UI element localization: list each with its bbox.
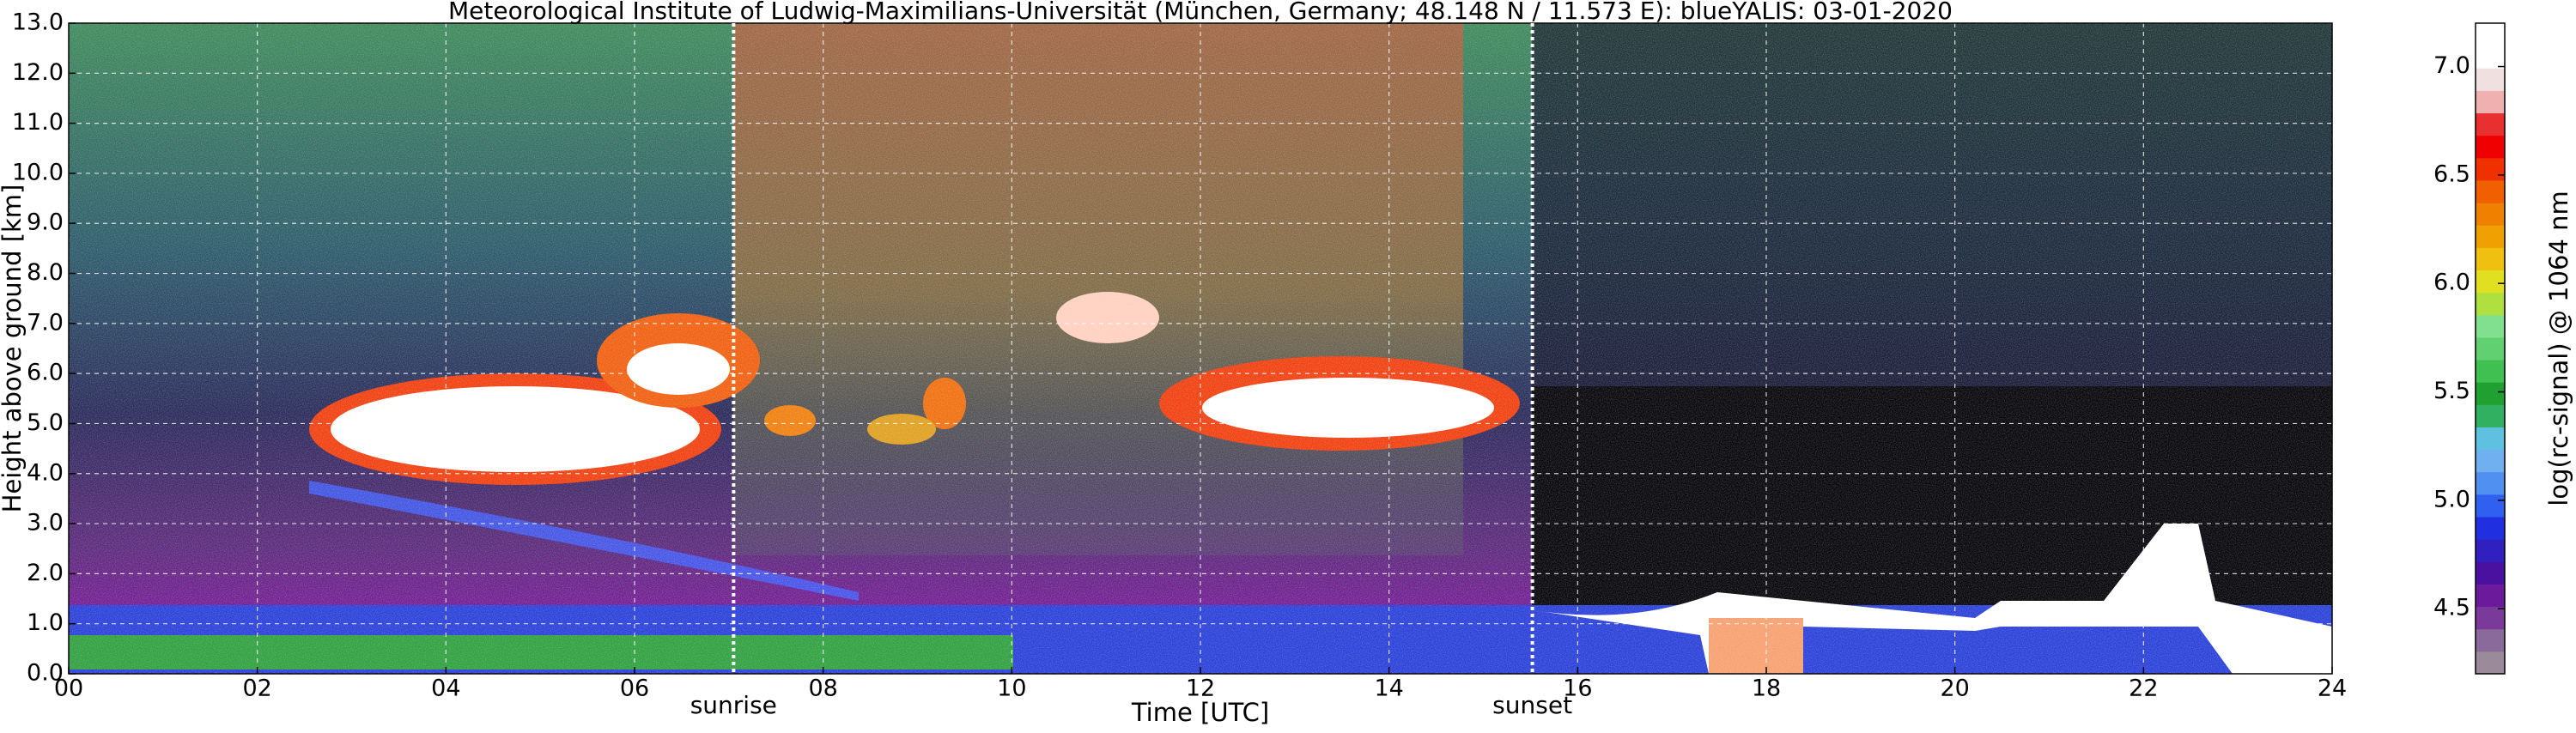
x-tick-label: 10 bbox=[997, 675, 1026, 702]
colorbar-segment bbox=[2476, 584, 2505, 608]
y-tick-label: 2.0 bbox=[27, 560, 64, 586]
y-tick-label: 10.0 bbox=[12, 159, 64, 185]
y-tick-label: 8.0 bbox=[27, 259, 64, 286]
colorbar-segment bbox=[2476, 471, 2505, 495]
y-tick-label: 11.0 bbox=[12, 109, 64, 136]
colorbar-tick-label: 4.5 bbox=[2433, 595, 2470, 621]
y-tick-label: 9.0 bbox=[27, 209, 64, 236]
colorbar-segment bbox=[2476, 494, 2505, 518]
colorbar-segment bbox=[2476, 360, 2505, 383]
colorbar-frame bbox=[2475, 22, 2506, 675]
colorbar-tick-label: 6.0 bbox=[2433, 270, 2470, 296]
x-tick-label: 04 bbox=[431, 675, 460, 702]
y-tick-label: 1.0 bbox=[27, 609, 64, 636]
x-tick-label: 14 bbox=[1374, 675, 1403, 702]
colorbar-segment bbox=[2476, 449, 2505, 473]
colorbar-segment bbox=[2476, 179, 2505, 203]
colorbar-segment bbox=[2476, 203, 2505, 226]
x-tick-label: 02 bbox=[242, 675, 271, 702]
colorbar-segment bbox=[2476, 68, 2505, 91]
y-tick-label: 6.0 bbox=[27, 360, 64, 386]
x-tick-label: 22 bbox=[2129, 675, 2158, 702]
y-tick-label: 3.0 bbox=[27, 510, 64, 536]
y-tick-label: 4.0 bbox=[27, 459, 64, 486]
x-tick-label: 00 bbox=[54, 675, 83, 702]
colorbar-tick-label: 6.5 bbox=[2433, 161, 2470, 187]
colorbar-segment bbox=[2476, 45, 2505, 69]
colorbar-segment bbox=[2476, 517, 2505, 540]
colorbar-tick-label: 5.5 bbox=[2433, 378, 2470, 404]
x-tick-label: 06 bbox=[620, 675, 649, 702]
colorbar-segment bbox=[2476, 382, 2505, 405]
y-tick-label: 5.0 bbox=[27, 409, 64, 436]
colorbar-label: log(rc-signal) @ 1064 nm bbox=[2544, 191, 2573, 506]
colorbar-segment bbox=[2476, 427, 2505, 451]
annotation-label: sunrise bbox=[690, 691, 777, 719]
x-tick-label: 20 bbox=[1940, 675, 1969, 702]
colorbar-segment bbox=[2476, 157, 2505, 181]
x-tick-label: 18 bbox=[1752, 675, 1781, 702]
chart-title: Meteorological Institute of Ludwig-Maxim… bbox=[448, 0, 1953, 25]
colorbar-segment bbox=[2476, 561, 2505, 585]
colorbar-segment bbox=[2476, 247, 2505, 271]
x-tick-label: 24 bbox=[2318, 675, 2347, 702]
colorbar-segment bbox=[2476, 606, 2505, 630]
colorbar-segment bbox=[2476, 112, 2505, 136]
colorbar-segment bbox=[2476, 404, 2505, 427]
x-tick-label: 16 bbox=[1563, 675, 1592, 702]
colorbar-segment bbox=[2476, 90, 2505, 114]
colorbar-segment bbox=[2476, 314, 2505, 338]
colorbar-segment bbox=[2476, 292, 2505, 316]
x-tick-label: 12 bbox=[1186, 675, 1215, 702]
y-tick-label: 0.0 bbox=[27, 660, 64, 687]
y-axis-label: Height above ground [km] bbox=[0, 185, 27, 513]
y-tick-label: 12.0 bbox=[12, 59, 64, 86]
colorbar-segment bbox=[2476, 651, 2505, 675]
colorbar-tick-label: 7.0 bbox=[2433, 52, 2470, 79]
colorbar-segment bbox=[2476, 135, 2505, 159]
colorbar-segment bbox=[2476, 336, 2505, 360]
colorbar-segment bbox=[2476, 23, 2505, 46]
colorbar-tick-label: 5.0 bbox=[2433, 486, 2470, 512]
y-tick-label: 7.0 bbox=[27, 309, 64, 336]
x-tick-label: 08 bbox=[808, 675, 837, 702]
x-axis-label: Time [UTC] bbox=[1131, 698, 1269, 727]
colorbar-segment bbox=[2476, 628, 2505, 652]
colorbar-segment bbox=[2476, 539, 2505, 562]
annotation-label: sunset bbox=[1492, 691, 1572, 719]
colorbar-segment bbox=[2476, 225, 2505, 248]
y-tick-label: 13.0 bbox=[12, 9, 64, 36]
colorbar-segment bbox=[2476, 270, 2505, 294]
